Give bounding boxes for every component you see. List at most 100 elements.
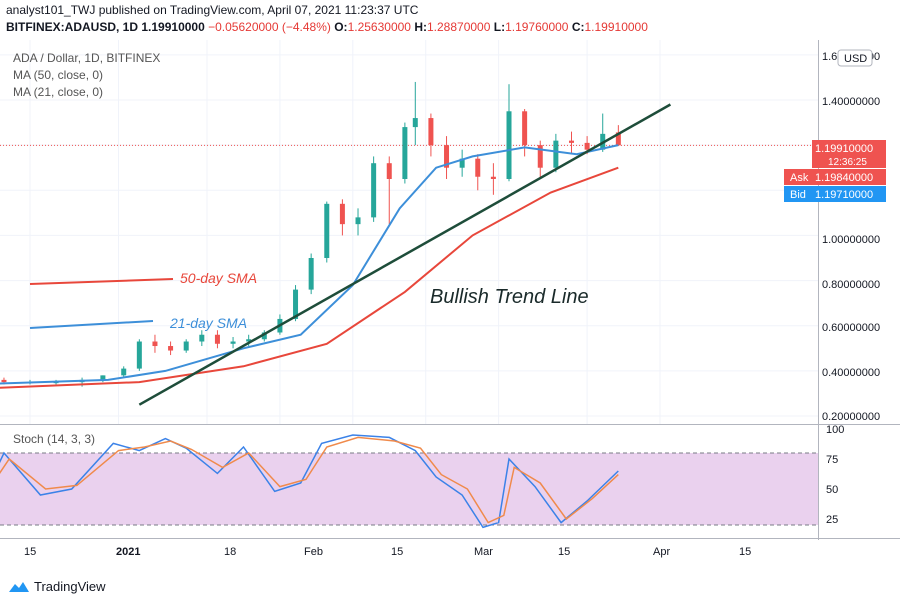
time-axis[interactable]: 15 2021 18 Feb 15 Mar 15 Apr 15 (24, 546, 751, 558)
publish-info: analyst101_TWJ published on TradingView.… (6, 3, 419, 17)
price-tick: 1.00000000 (822, 234, 880, 246)
time-tick: Feb (304, 546, 323, 558)
currency-label: USD (844, 53, 867, 65)
ma50-line (0, 166, 619, 389)
candle-body (506, 111, 512, 179)
ma21-legend: MA (21, close, 0) (13, 85, 103, 99)
candle-body (386, 163, 392, 179)
stoch-tick: 75 (826, 454, 838, 466)
candle-body (214, 334, 220, 344)
time-tick: 15 (24, 546, 36, 558)
candle-body (490, 176, 496, 179)
price-tick: 0.40000000 (822, 367, 880, 379)
stoch-legend: Stoch (14, 3, 3) (13, 432, 95, 446)
candle-body (183, 341, 189, 351)
candle-body (230, 341, 236, 344)
low-value: 1.19760000 (505, 20, 569, 34)
candle-body (412, 118, 418, 128)
last-price: 1.19910000 (141, 20, 205, 34)
ma50-legend: MA (50, close, 0) (13, 68, 103, 82)
candle-body (324, 203, 330, 258)
trend-annotation: Bullish Trend Line (430, 286, 589, 308)
sma50-legend-line (29, 278, 174, 285)
price-tick: 0.80000000 (822, 279, 880, 291)
stoch-tick: 50 (826, 484, 838, 496)
tradingview-logo-icon (9, 581, 29, 592)
candle-body (261, 332, 267, 340)
candle-body (168, 346, 174, 351)
time-tick: 15 (558, 546, 570, 558)
candle-body (121, 368, 127, 376)
stoch-tick: 100 (826, 424, 844, 436)
price-tick: 0.60000000 (822, 322, 880, 334)
candle-body (584, 142, 590, 150)
candle-body (402, 127, 408, 179)
candle-body (537, 145, 543, 168)
stoch-k-line (0, 434, 619, 529)
bid-tag (784, 186, 812, 202)
ask-value: 1.19840000 (815, 172, 873, 184)
candle-body (475, 158, 481, 177)
currency-button[interactable] (837, 49, 873, 67)
candle-body (293, 289, 299, 319)
bid-label: Bid (790, 189, 806, 201)
sma21-legend-line (29, 320, 154, 329)
stoch-band (0, 453, 818, 525)
last-price-tag (812, 140, 886, 168)
time-tick: Apr (653, 546, 670, 558)
price-tick: 1.40000000 (822, 96, 880, 108)
candle-body (199, 334, 205, 342)
bar-countdown: 12:36:25 (828, 157, 867, 168)
ma21-line (0, 144, 619, 385)
candle-body (371, 163, 377, 218)
stoch-tick: 25 (826, 514, 838, 526)
candle-body (308, 258, 314, 290)
candle-body (553, 140, 559, 168)
symbol-label: BITFINEX:ADAUSD, 1D (6, 20, 139, 34)
candle-body (355, 217, 361, 225)
candle-body (568, 140, 574, 143)
stoch-axis[interactable]: 100 75 50 25 (826, 424, 844, 526)
candles (1, 81, 621, 387)
price-tick: 0.20000000 (822, 411, 880, 423)
candle-body (459, 158, 465, 168)
chart-canvas[interactable]: 50-day SMA 21-day SMA Bullish Trend Line… (0, 0, 900, 578)
time-tick: 15 (739, 546, 751, 558)
high-label: H: (414, 20, 427, 34)
sma50-annotation: 50-day SMA (180, 270, 257, 286)
time-tick: 15 (391, 546, 403, 558)
candle-body (100, 375, 106, 380)
candle-body (444, 145, 450, 168)
ask-label: Ask (790, 172, 809, 184)
candle-body (1, 379, 7, 383)
candle-body (615, 132, 621, 146)
time-tick: 2021 (116, 546, 140, 558)
time-tick: Mar (474, 546, 493, 558)
price-axis[interactable]: 1.60000000 1.40000000 1.00000000 0.80000… (822, 51, 880, 423)
footer: TradingView (8, 579, 106, 594)
candle-body (428, 118, 434, 146)
stoch-d-line (0, 436, 619, 524)
close-value: 1.19910000 (584, 20, 648, 34)
ask-tag (784, 169, 812, 185)
candle-body (152, 341, 158, 347)
candle-body (246, 339, 252, 342)
price-grid (0, 40, 818, 424)
low-label: L: (493, 20, 506, 34)
time-tick: 18 (224, 546, 236, 558)
brand-name: TradingView (34, 579, 106, 594)
last-price-tag-value: 1.19910000 (815, 143, 873, 155)
trend-line (138, 103, 672, 406)
bid-value: 1.19710000 (815, 189, 873, 201)
candle-body (522, 111, 528, 146)
ask-value-tag (812, 169, 886, 185)
candle-body (136, 341, 142, 369)
candle-body (339, 203, 345, 225)
price-change: −0.05620000 (−4.48%) (208, 20, 331, 34)
chart-title: ADA / Dollar, 1D, BITFINEX (13, 51, 160, 65)
stoch-reference-lines (0, 452, 818, 526)
candle-body (53, 382, 59, 384)
bid-value-tag (812, 186, 886, 202)
open-label: O: (334, 20, 348, 34)
close-label: C: (571, 20, 585, 34)
